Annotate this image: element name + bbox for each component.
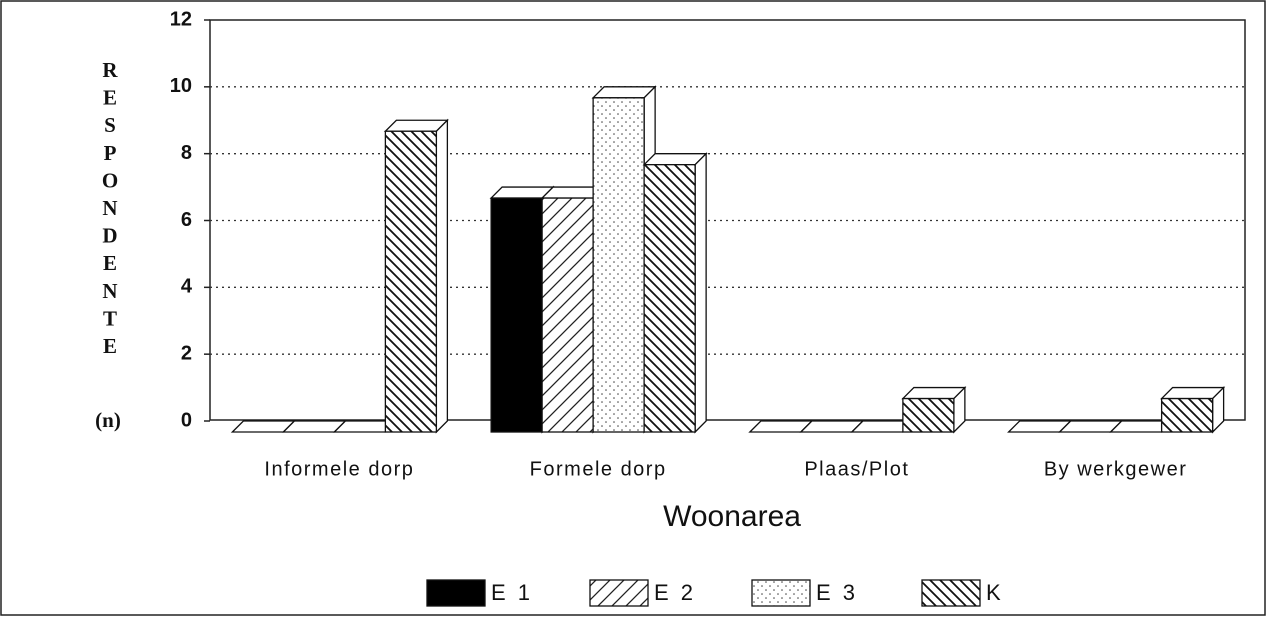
legend-label: K bbox=[986, 580, 1004, 605]
bar bbox=[592, 97, 645, 433]
legend-swatch bbox=[751, 579, 811, 607]
y-tick-label: 6 bbox=[181, 209, 192, 231]
y-tick-label: 4 bbox=[181, 276, 193, 298]
legend-swatch bbox=[921, 579, 981, 607]
bar-side bbox=[694, 152, 707, 434]
legend-swatch bbox=[426, 579, 486, 607]
y-axis-unit: (n) bbox=[95, 408, 121, 432]
x-tick-label: Informele dorp bbox=[264, 458, 414, 480]
y-tick-label: 10 bbox=[170, 75, 192, 97]
bar bbox=[541, 197, 594, 433]
x-tick-label: Plaas/Plot bbox=[804, 458, 909, 480]
legend-label: E 1 bbox=[491, 580, 533, 605]
legend-swatch bbox=[589, 579, 649, 607]
y-tick-label: 2 bbox=[181, 342, 192, 364]
legend-label: E 2 bbox=[654, 580, 696, 605]
y-tick-label: 0 bbox=[181, 409, 192, 431]
x-tick-label: Formele dorp bbox=[530, 458, 667, 480]
bar bbox=[384, 130, 438, 433]
y-tick-label: 12 bbox=[170, 8, 192, 30]
bar bbox=[902, 397, 955, 433]
bar bbox=[490, 197, 543, 433]
bar bbox=[1160, 397, 1214, 433]
bar-side bbox=[435, 118, 449, 434]
x-tick-label: By werkgewer bbox=[1044, 458, 1188, 480]
bar bbox=[643, 164, 696, 433]
x-axis-label: Woonarea bbox=[663, 500, 801, 533]
y-tick-label: 8 bbox=[181, 142, 192, 164]
legend-label: E 3 bbox=[816, 580, 858, 605]
